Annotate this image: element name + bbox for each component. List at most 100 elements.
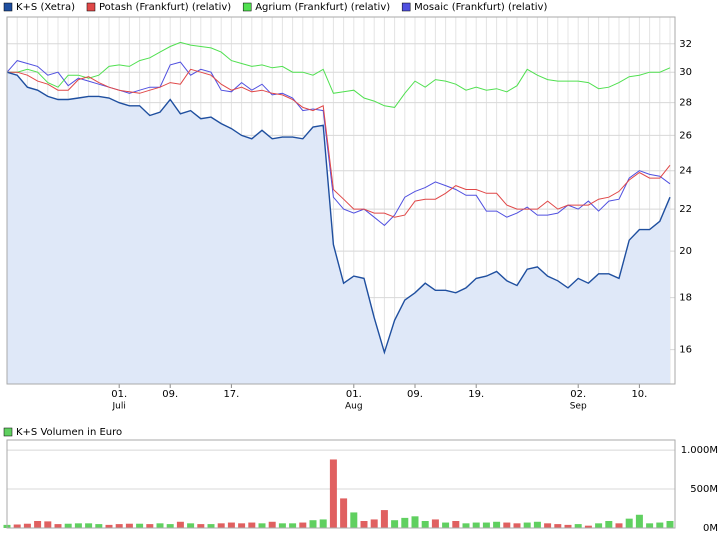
bar (391, 520, 399, 528)
bar (442, 522, 450, 528)
bar (13, 524, 21, 528)
bar (289, 523, 297, 528)
bar (462, 523, 470, 528)
y-tick-label: 30 (679, 67, 692, 78)
x-tick-label: 19. (468, 389, 484, 400)
bar (197, 524, 205, 528)
bar (340, 498, 348, 528)
bar (54, 524, 62, 528)
x-tick-label: 09. (162, 389, 178, 400)
x-month-label: Sep (570, 402, 587, 412)
plot-frame (6, 16, 676, 385)
y-tick-label: 26 (679, 130, 692, 141)
bar (401, 517, 409, 528)
bar (64, 523, 72, 528)
bar (360, 520, 368, 528)
bar (503, 522, 511, 528)
bar (421, 520, 429, 528)
y-tick-label: 28 (679, 98, 692, 109)
bar (574, 524, 582, 528)
bar (513, 523, 521, 528)
bar (187, 523, 195, 528)
bar (452, 520, 460, 528)
bar (615, 523, 623, 528)
bar (646, 523, 654, 528)
x-tick-label: 01. (111, 389, 127, 400)
bar (472, 522, 480, 528)
bar (166, 524, 174, 528)
x-tick-label: 17. (223, 389, 239, 400)
bar (319, 519, 327, 528)
bar (299, 522, 307, 528)
legend-swatch (401, 2, 411, 12)
bar (523, 522, 531, 528)
bar (635, 514, 643, 528)
legend-label: Potash (Frankfurt) (relativ) (99, 2, 231, 13)
bar (554, 524, 562, 528)
x-tick-label: 02. (570, 389, 586, 400)
bar (431, 519, 439, 528)
bar (625, 518, 633, 528)
line (6, 71, 671, 355)
bar (329, 459, 337, 528)
bar (666, 520, 674, 528)
legend-swatch (3, 427, 13, 437)
bar (493, 521, 501, 528)
bar (176, 521, 184, 528)
bar (207, 524, 215, 528)
bar (309, 520, 317, 528)
x-month-label: Juli (112, 402, 126, 412)
legend-label: Agrium (Frankfurt) (relativ) (255, 2, 390, 13)
bar (44, 521, 52, 528)
bar (370, 519, 378, 528)
bar (350, 512, 358, 528)
bar (380, 510, 388, 528)
y-tick-label: 24 (679, 166, 692, 177)
legend-label: Mosaic (Frankfurt) (relativ) (414, 2, 547, 13)
legend-swatch (242, 2, 252, 12)
y-tick-label: 0M (703, 523, 718, 534)
y-tick-label: 500M (690, 484, 718, 495)
y-tick-label: 22 (679, 204, 692, 215)
bar (278, 523, 286, 528)
legend-label: K+S (Xetra) (16, 2, 75, 13)
bar (482, 522, 490, 528)
bar (605, 520, 613, 528)
y-tick-label: 20 (679, 246, 692, 257)
y-tick-label: 16 (679, 345, 692, 356)
legend-label: K+S Volumen in Euro (16, 427, 122, 438)
bar (595, 523, 603, 528)
x-tick-label: 09. (407, 389, 423, 400)
bar (564, 524, 572, 528)
bar (125, 523, 133, 528)
bar (268, 521, 276, 528)
bar (136, 523, 144, 528)
legend-swatch (86, 2, 96, 12)
bar (217, 523, 225, 528)
x-tick-label: 10. (631, 389, 647, 400)
bar (85, 523, 93, 528)
y-tick-label: 1.000M (681, 445, 718, 456)
bar (238, 523, 246, 528)
bar (258, 523, 266, 528)
bar (74, 523, 82, 528)
bar (544, 523, 552, 528)
bar (34, 520, 42, 528)
bar (227, 522, 235, 528)
plot-frame (6, 439, 676, 529)
x-tick-label: 01. (346, 389, 362, 400)
line (7, 41, 671, 108)
y-tick-label: 32 (679, 39, 692, 50)
x-month-label: Aug (345, 402, 363, 412)
bar (146, 524, 154, 528)
bar (115, 524, 123, 528)
legend-swatch (3, 2, 13, 12)
y-tick-label: 18 (679, 293, 692, 304)
bar (584, 525, 592, 528)
bar (95, 524, 103, 528)
bar (105, 524, 113, 528)
bar (156, 523, 164, 528)
area (7, 72, 670, 384)
bar (23, 523, 31, 528)
